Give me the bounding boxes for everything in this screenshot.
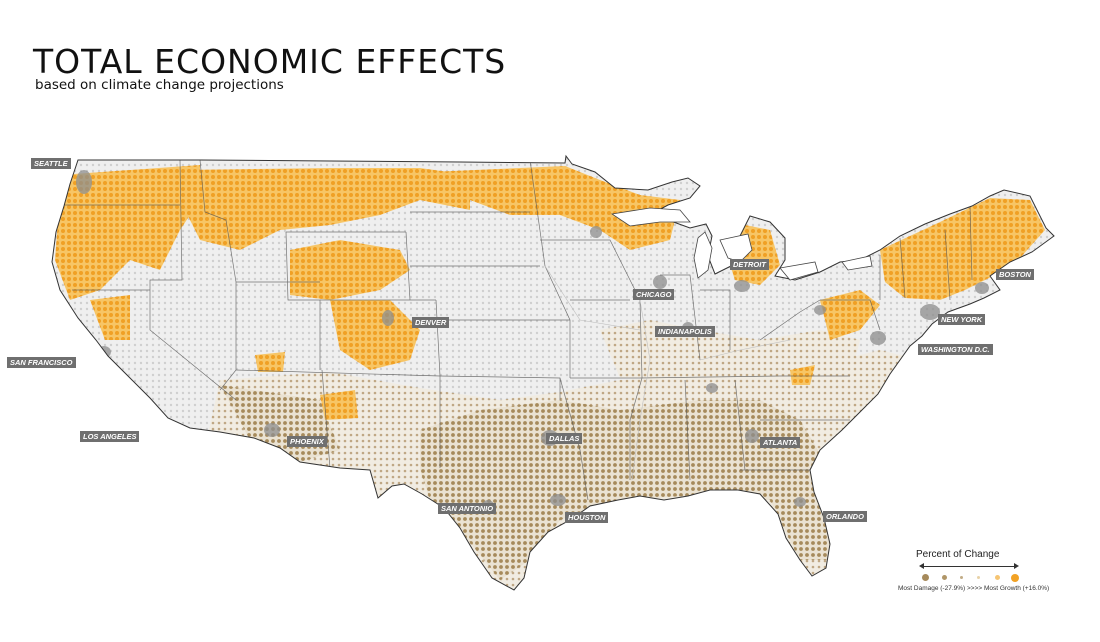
legend-range-label: Most Damage (-27.9%) >>>> Most Growth (+… [898,585,1050,592]
map-subtitle: based on climate change projections [35,77,284,93]
city-label-atlanta: ATLANTA [760,437,801,448]
city-label-detroit: DETROIT [730,259,769,270]
city-label-orlando: ORLANDO [823,511,867,522]
city-label-phoenix: PHOENIX [287,436,327,447]
city-label-san-antonio: SAN ANTONIO [438,503,497,514]
city-label-new-york: NEW YORK [938,314,986,325]
city-label-san-francisco: SAN FRANCISCO [7,357,76,368]
city-label-washington-dc: WASHINGTON D.C. [918,344,993,355]
legend-swatch-6 [1011,574,1019,582]
city-label-dallas: DALLAS [546,433,583,444]
legend-swatch-2 [942,575,947,580]
legend-swatch-3 [960,576,963,579]
legend-arrow-icon [919,563,1019,569]
legend-title: Percent of Change [916,549,1000,560]
map-title: TOTAL ECONOMIC EFFECTS [33,42,507,81]
legend-swatch-5 [995,575,1000,580]
legend-swatch-1 [922,574,929,581]
city-label-indianapolis: INDIANAPOLIS [655,326,715,337]
city-label-chicago: CHICAGO [633,289,675,300]
city-label-boston: BOSTON [996,269,1034,280]
city-label-denver: DENVER [412,317,450,328]
city-label-seattle: SEATTLE [31,158,71,169]
city-label-houston: HOUSTON [565,512,609,523]
legend-swatch-4 [977,576,980,579]
city-label-los-angeles: LOS ANGELES [80,431,140,442]
